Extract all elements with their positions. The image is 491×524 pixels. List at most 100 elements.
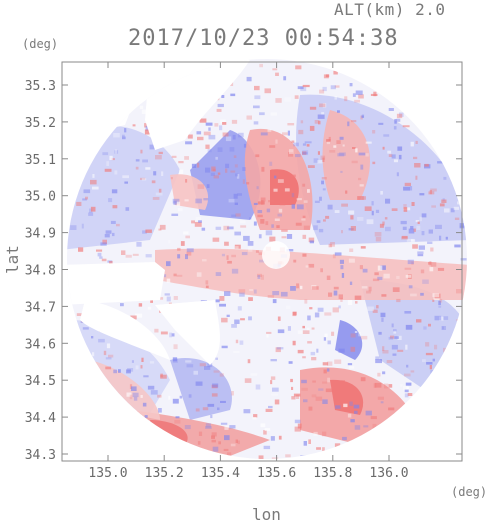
radar-speckle: [372, 278, 380, 282]
radar-speckle: [300, 285, 303, 290]
radar-speckle: [460, 258, 467, 261]
radar-speckle: [258, 234, 262, 239]
radar-speckle: [202, 259, 207, 262]
radar-speckle: [144, 129, 150, 135]
radar-speckle: [364, 206, 372, 211]
radar-speckle: [188, 394, 192, 398]
radar-speckle: [254, 95, 261, 100]
radar-speckle: [307, 315, 311, 321]
radar-speckle: [375, 356, 380, 360]
radar-speckle: [328, 136, 331, 141]
radar-speckle: [302, 152, 308, 155]
radar-speckle: [347, 413, 352, 418]
radar-speckle: [335, 405, 341, 409]
radar-speckle: [170, 177, 173, 180]
radar-speckle: [114, 149, 117, 154]
radar-speckle: [334, 96, 337, 100]
radar-speckle: [202, 407, 209, 411]
radar-speckle: [382, 350, 389, 354]
radar-speckle: [302, 84, 310, 88]
radar-speckle: [256, 186, 259, 190]
radar-speckle: [325, 215, 330, 219]
radar-speckle: [225, 136, 232, 142]
radar-speckle: [432, 299, 435, 302]
radar-speckle: [370, 93, 378, 96]
radar-speckle: [131, 360, 134, 363]
radar-speckle: [234, 164, 238, 168]
radar-speckle: [113, 369, 117, 374]
radar-speckle: [402, 226, 407, 230]
radar-speckle: [424, 163, 429, 167]
radar-speckle: [196, 272, 202, 277]
radar-speckle: [185, 254, 188, 260]
radar-speckle: [237, 306, 242, 311]
radar-speckle: [197, 441, 201, 445]
radar-speckle: [315, 396, 323, 401]
radar-speckle: [327, 361, 333, 366]
radar-speckle: [82, 327, 89, 330]
radar-speckle: [383, 134, 390, 137]
radar-speckle: [238, 289, 246, 293]
radar-speckle: [233, 351, 240, 354]
radar-speckle: [211, 439, 216, 443]
radar-speckle: [136, 241, 142, 247]
radar-speckle: [405, 324, 413, 330]
radar-speckle: [350, 346, 356, 352]
radar-speckle: [301, 218, 306, 221]
radar-speckle: [173, 344, 178, 350]
radar-speckle: [431, 205, 436, 208]
radar-speckle: [416, 225, 421, 230]
radar-speckle: [349, 281, 353, 285]
radar-speckle: [232, 134, 236, 140]
radar-speckle: [307, 189, 310, 193]
radar-speckle: [281, 236, 287, 239]
radar-speckle: [398, 154, 402, 160]
radar-speckle: [291, 386, 294, 390]
radar-speckle: [321, 177, 327, 180]
radar-speckle: [122, 136, 126, 140]
radar-speckle: [159, 224, 166, 230]
radar-speckle: [400, 220, 407, 225]
radar-speckle: [191, 220, 195, 224]
radar-speckle: [314, 200, 320, 203]
radar-speckle: [273, 188, 278, 192]
radar-speckle: [250, 373, 258, 376]
radar-speckle: [244, 378, 252, 383]
radar-speckle: [350, 333, 356, 338]
radar-speckle: [161, 171, 164, 176]
radar-speckle: [124, 181, 128, 184]
radar-speckle: [76, 201, 82, 206]
radar-speckle: [111, 158, 115, 161]
radar-speckle: [302, 325, 305, 329]
radar-speckle: [326, 368, 330, 372]
radar-speckle: [219, 125, 223, 131]
radar-speckle: [317, 151, 320, 155]
radar-speckle: [290, 174, 296, 178]
radar-speckle: [333, 290, 338, 296]
radar-speckle: [274, 218, 280, 221]
radar-speckle: [114, 170, 118, 175]
radar-speckle: [382, 371, 386, 375]
radar-speckle: [144, 415, 148, 418]
radar-speckle: [267, 295, 275, 298]
radar-speckle: [286, 305, 291, 309]
radar-speckle: [408, 228, 415, 234]
radar-speckle: [415, 220, 420, 223]
radar-speckle: [435, 224, 442, 229]
radar-speckle: [407, 393, 413, 396]
radar-speckle: [110, 220, 116, 224]
radar-speckle: [437, 161, 444, 164]
radar-speckle: [296, 204, 304, 210]
radar-speckle: [90, 206, 96, 212]
radar-speckle: [277, 213, 282, 217]
radar-speckle: [397, 146, 403, 151]
radar-speckle: [224, 435, 230, 441]
radar-speckle: [405, 382, 412, 386]
radar-speckle: [434, 344, 438, 350]
radar-speckle: [381, 294, 387, 297]
radar-speckle: [255, 250, 259, 253]
radar-speckle: [406, 386, 409, 390]
radar-speckle: [374, 382, 382, 388]
radar-speckle: [391, 154, 396, 159]
radar-speckle: [308, 439, 311, 444]
